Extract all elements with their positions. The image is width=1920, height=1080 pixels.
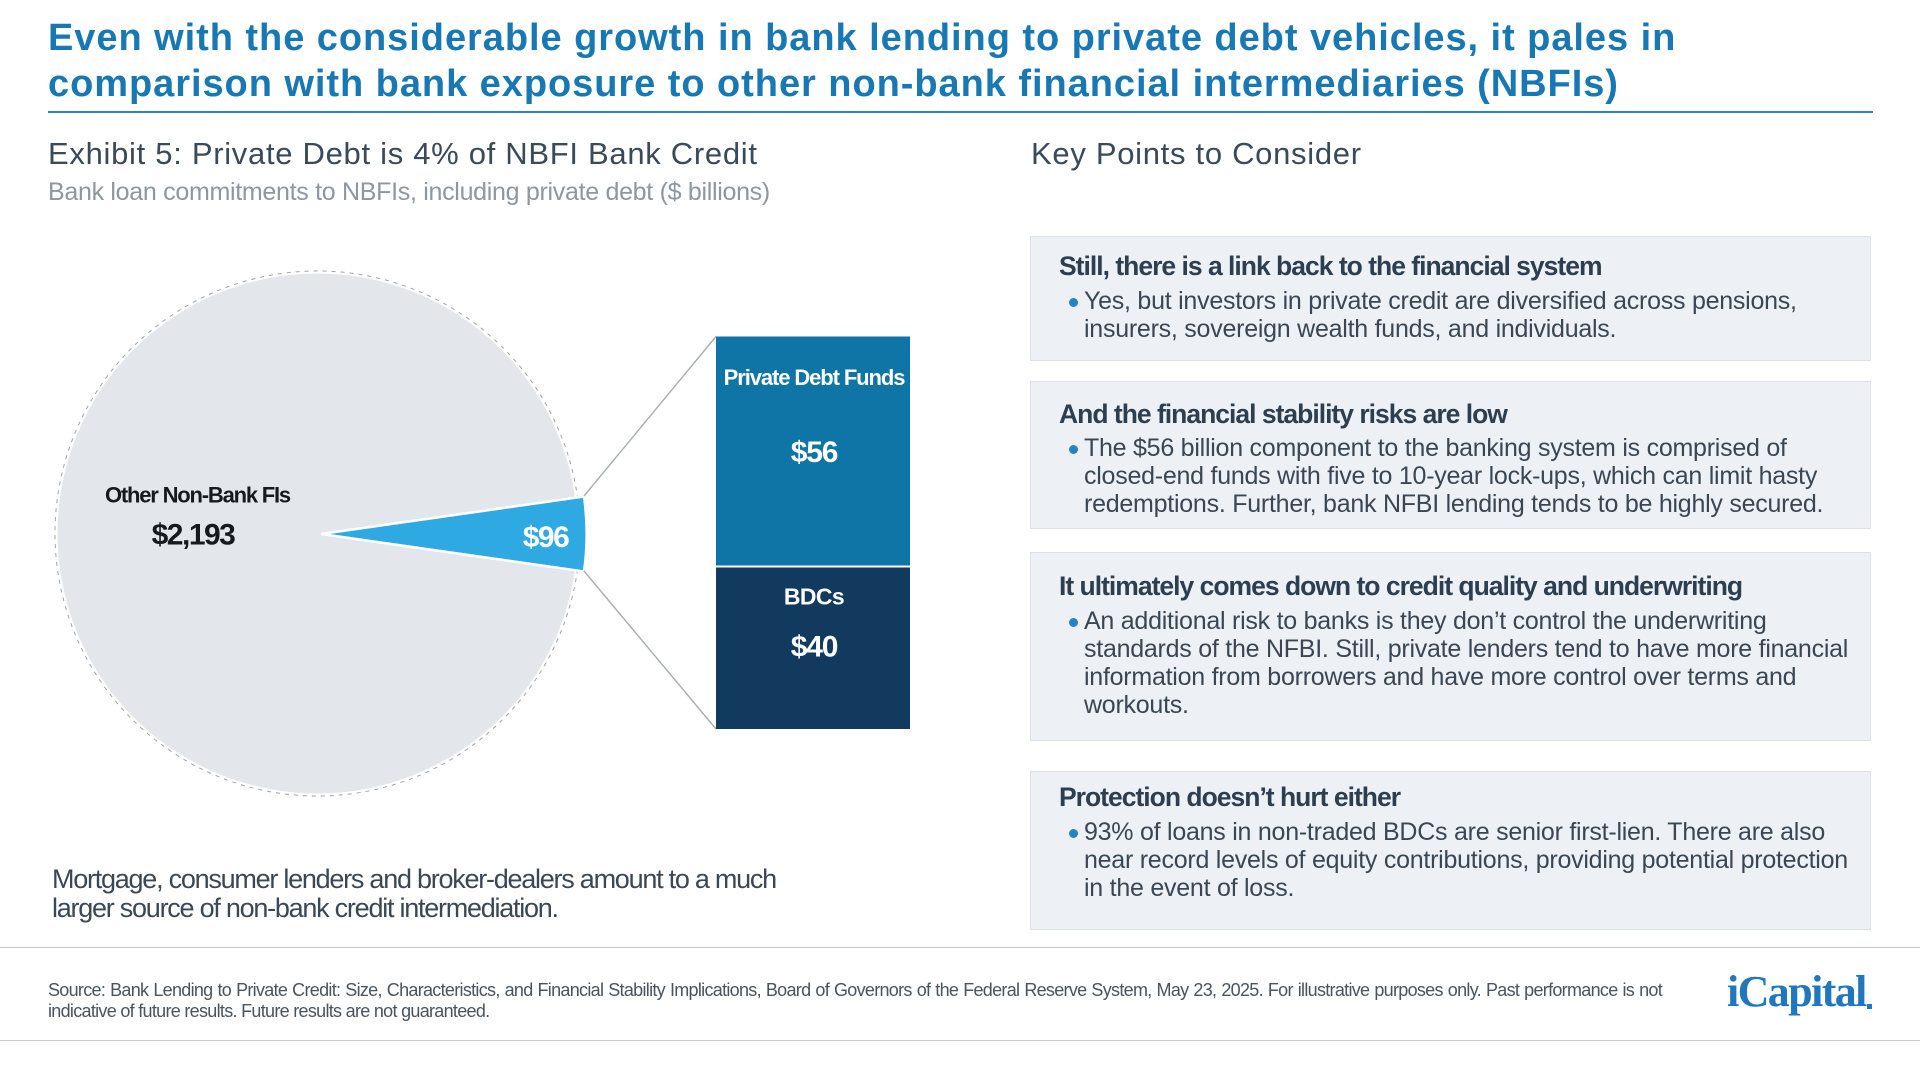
svg-text:$40: $40 — [791, 631, 838, 664]
svg-text:$96: $96 — [523, 521, 569, 554]
svg-text:Other Non-Bank FIs: Other Non-Bank FIs — [105, 482, 291, 507]
svg-text:BDCs: BDCs — [784, 584, 844, 610]
svg-text:$56: $56 — [791, 436, 838, 469]
svg-text:Private Debt Funds: Private Debt Funds — [724, 365, 906, 390]
svg-text:$2,193: $2,193 — [152, 519, 236, 552]
